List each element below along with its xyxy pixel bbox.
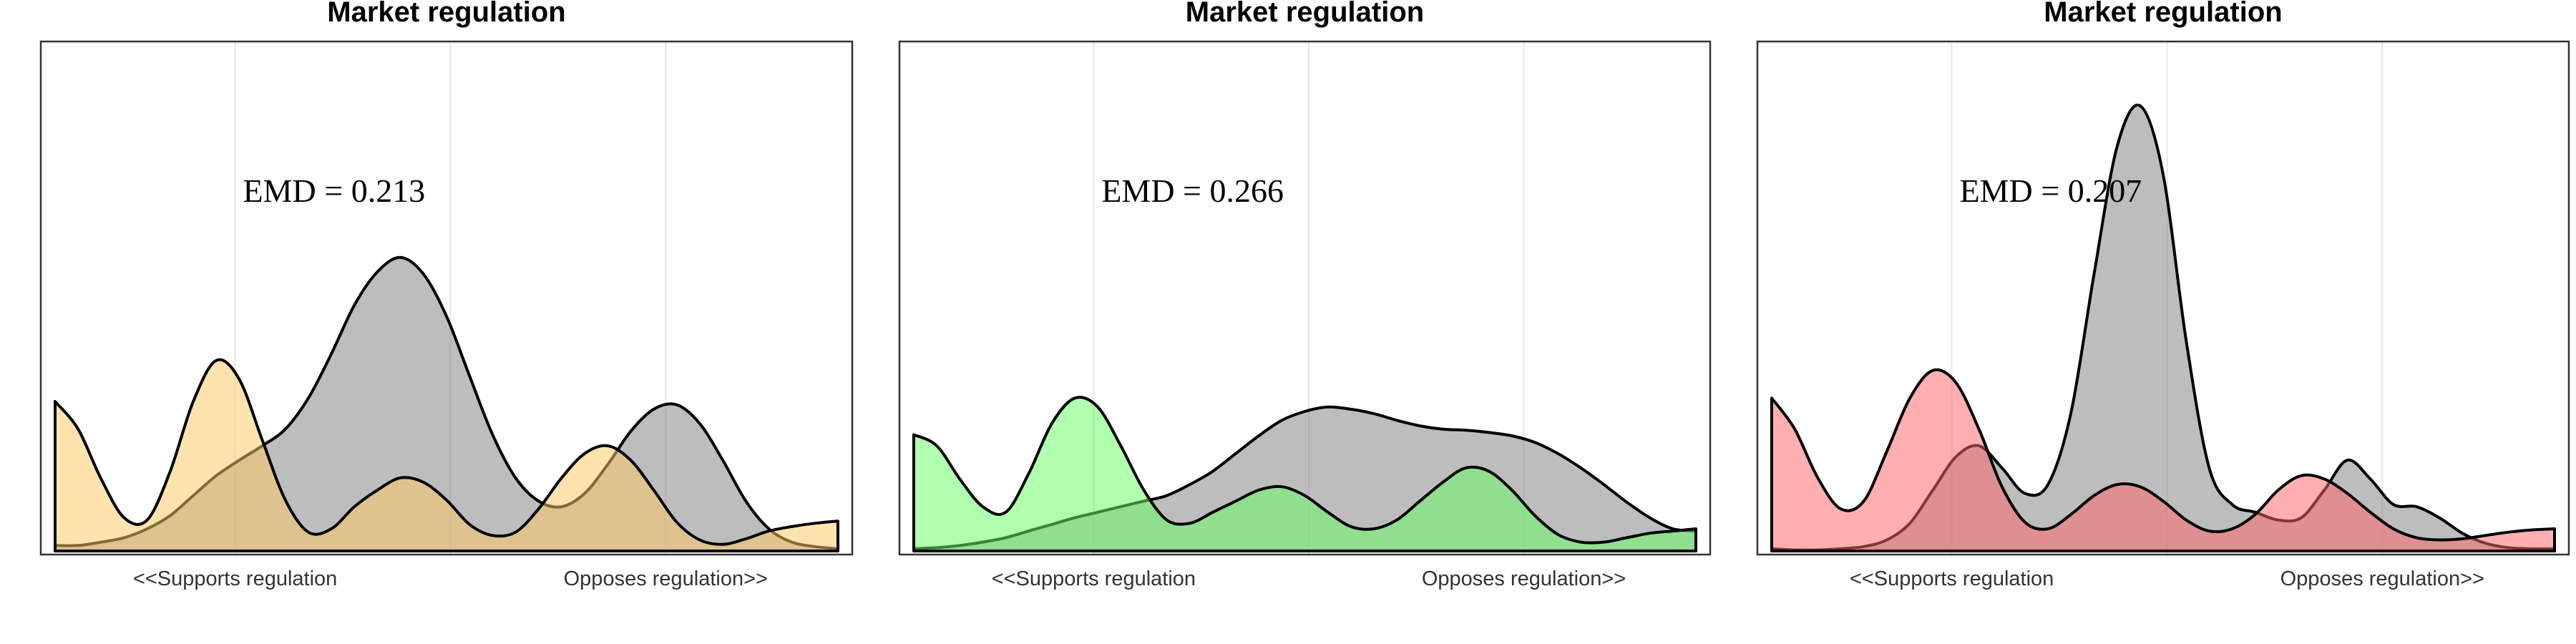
panel-frame <box>1756 40 2570 556</box>
density-series-2 <box>54 358 839 552</box>
density-series-2 <box>912 396 1697 552</box>
x-tick-label-1: <<Supports regulation <box>1850 567 2054 590</box>
panel-frame <box>898 40 1712 556</box>
chart-panel-2: Market regulation EMD = 0.266 <<Supports r… <box>898 0 1712 590</box>
panel-title: Market regulation <box>2044 0 2282 28</box>
panel-title: Market regulation <box>327 0 565 28</box>
chart-panel-1: Market regulation EMD = 0.213 <<Supports r… <box>39 0 854 590</box>
chart-panel-3: Market regulation EMD = 0.207 <<Supports r… <box>1756 0 2570 590</box>
panel-title: Market regulation <box>1186 0 1424 28</box>
panel-frame <box>39 40 854 556</box>
x-tick-label-1: <<Supports regulation <box>992 567 1196 590</box>
emd-annotation: EMD = 0.213 <box>243 172 426 209</box>
density-series-2 <box>1770 368 2556 552</box>
x-tick-label-2: Opposes regulation>> <box>564 567 768 590</box>
emd-annotation: EMD = 0.266 <box>1101 172 1284 209</box>
emd-annotation: EMD = 0.207 <box>1960 172 2142 209</box>
x-tick-label-2: Opposes regulation>> <box>2280 567 2484 590</box>
x-tick-label-1: <<Supports regulation <box>133 567 337 590</box>
x-tick-label-2: Opposes regulation>> <box>1422 567 1626 590</box>
